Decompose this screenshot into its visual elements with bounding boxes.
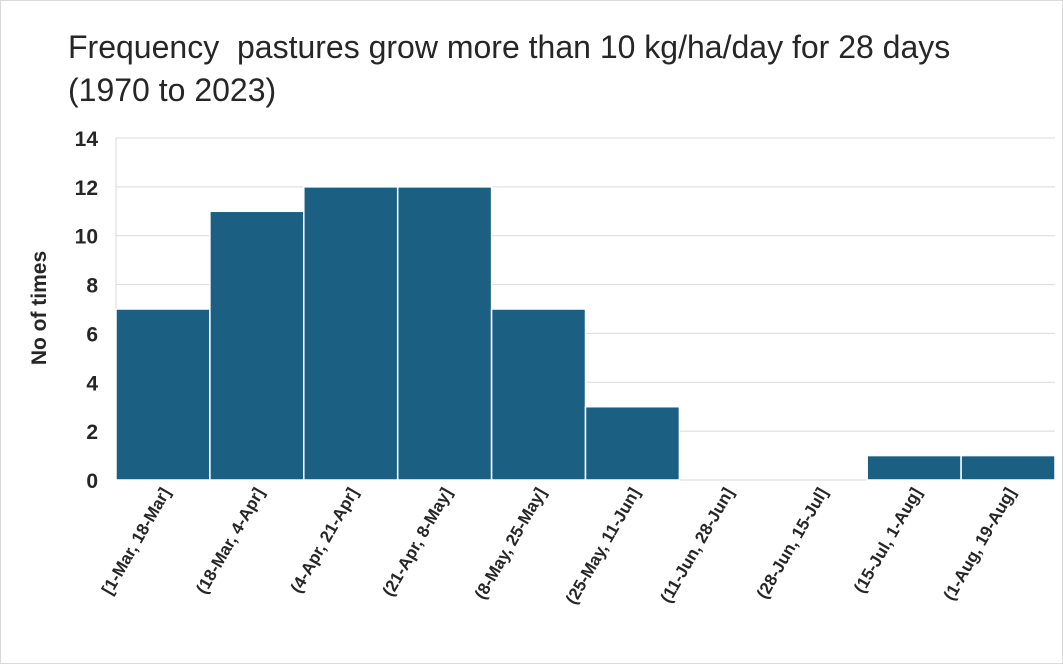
- bar-2: [303, 186, 399, 481]
- chart-title: Frequency pastures grow more than 10 kg/…: [68, 29, 951, 108]
- y-tick-label: 10: [75, 226, 98, 249]
- y-axis-label: No of times: [28, 251, 51, 365]
- x-tick-label: (18-Mar, 4-Apr]: [192, 485, 268, 598]
- x-tick-label: (28-Jun, 15-Jul]: [753, 485, 832, 602]
- bar-1: [209, 210, 305, 481]
- bar-3: [396, 186, 493, 481]
- y-tick-label: 12: [75, 177, 98, 200]
- x-tick-label: (4-Apr, 21-Apr]: [287, 485, 362, 597]
- bar-8: [866, 454, 962, 481]
- x-tick-label: (1-Aug, 19-Aug]: [940, 485, 1020, 604]
- bars: [115, 186, 1056, 481]
- y-tick-label: 14: [75, 128, 99, 151]
- bar-4: [490, 308, 587, 481]
- x-tick-label: [1-Mar, 18-Mar]: [98, 485, 174, 598]
- y-tick-label: 2: [86, 421, 98, 444]
- y-tick-labels: 0 2 4 6 8 10 12 14: [75, 128, 99, 493]
- y-tick-label: 4: [86, 372, 98, 395]
- y-tick-label: 6: [86, 323, 98, 346]
- x-tick-label: (21-Apr, 8-May]: [379, 485, 456, 600]
- x-tick-label: (25-May, 11-Jun]: [562, 485, 644, 608]
- bar-0: [115, 308, 211, 481]
- bar-5: [584, 405, 681, 481]
- x-tick-labels: [1-Mar, 18-Mar] (18-Mar, 4-Apr] (4-Apr, 21…: [98, 485, 1020, 608]
- x-tick-label: (15-Jul, 1-Aug]: [850, 485, 925, 597]
- x-tick-label: (11-Jun, 28-Jun]: [657, 485, 738, 607]
- bar-9: [960, 454, 1056, 481]
- y-tick-label: 8: [86, 275, 98, 298]
- y-tick-label: 0: [86, 470, 98, 493]
- x-tick-label: (8-May, 25-May]: [471, 485, 550, 603]
